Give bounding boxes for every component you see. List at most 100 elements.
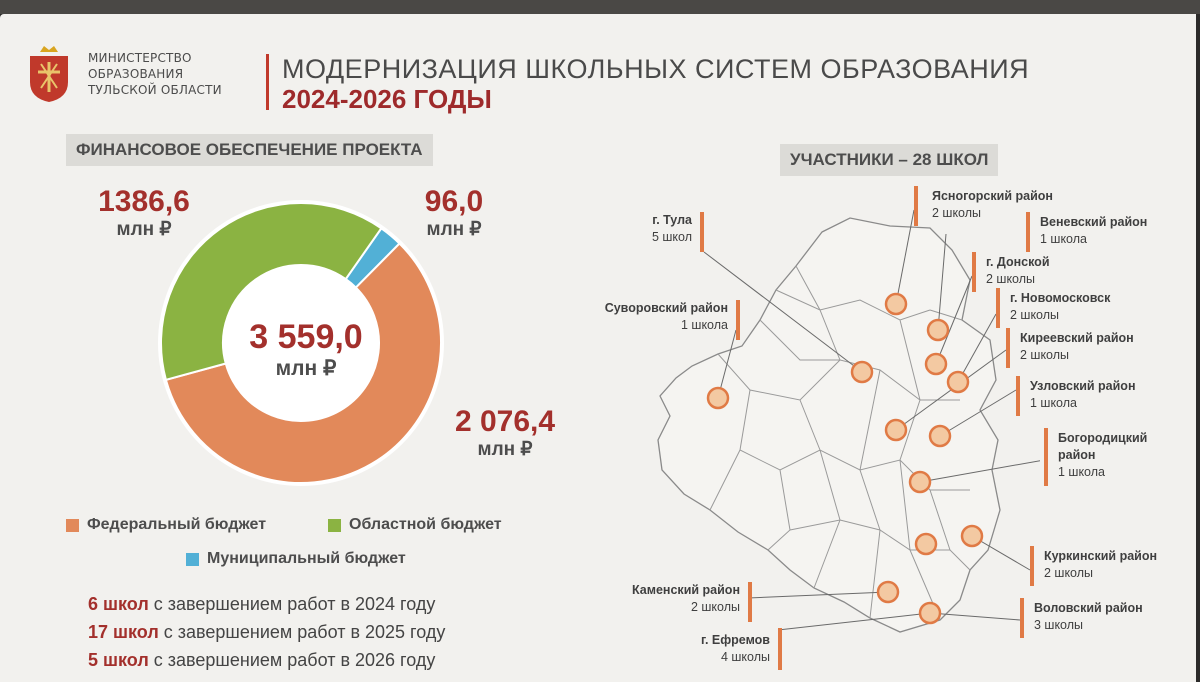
school-marker <box>914 532 938 556</box>
regional-amount-value: 1386,6 <box>98 185 190 218</box>
school-marker <box>850 360 874 384</box>
completion-2024: 6 школ с завершением работ в 2024 году <box>88 594 435 615</box>
donut-slice-federal <box>164 242 442 484</box>
legend-municipal-label: Муниципальный бюджет <box>207 550 406 567</box>
completion-2026-text: с завершением работ в 2026 году <box>148 650 436 670</box>
completion-2026-count: 5 школ <box>88 650 149 670</box>
municipal-amount-value: 96,0 <box>424 185 484 218</box>
district-tula: г. Тула 5 школ <box>600 212 692 246</box>
label-bar-efremov <box>778 628 782 670</box>
label-bar-volovsky <box>1020 598 1024 638</box>
label-bar-kireevsky <box>1006 328 1010 368</box>
leader-lines <box>703 209 1040 631</box>
completion-2026: 5 школ с завершением работ в 2026 году <box>88 650 435 671</box>
federal-amount-value: 2 076,4 <box>454 405 556 438</box>
district-yasnogorsky-count: 2 школы <box>932 206 982 220</box>
district-bogoroditsky-name: Богородицкий район <box>1058 431 1148 462</box>
school-marker <box>884 292 908 316</box>
district-kireevsky-name: Киреевский район <box>1020 331 1134 345</box>
district-volovsky-name: Воловский район <box>1034 601 1143 615</box>
school-marker <box>876 580 900 604</box>
legend-municipal: Муниципальный бюджет <box>186 550 406 568</box>
budget-donut-chart <box>158 200 444 486</box>
total-amount-value: 3 559,0 <box>249 318 363 356</box>
federal-amount: 2 076,4 млн ₽ <box>440 406 570 462</box>
ministry-line-3: ТУЛЬСКОЙ ОБЛАСТИ <box>88 83 222 97</box>
legend-regional-swatch <box>328 518 341 532</box>
page-subtitle: 2024-2026 ГОДЫ <box>282 84 492 114</box>
district-novomoskovsk-count: 2 школы <box>1010 308 1060 322</box>
leader-line <box>957 313 997 383</box>
district-kireevsky: Киреевский район 2 школы <box>1020 330 1134 364</box>
label-bar-venevsky <box>1026 212 1030 252</box>
district-uzlovsky-name: Узловский район <box>1030 379 1136 393</box>
completion-2025: 17 школ с завершением работ в 2025 году <box>88 622 445 643</box>
legend-federal-label: Федеральный бюджет <box>87 516 267 533</box>
leader-line <box>935 275 973 365</box>
school-marker <box>960 524 984 548</box>
district-tula-count: 5 школ <box>651 230 692 244</box>
page-title: МОДЕРНИЗАЦИЯ ШКОЛЬНЫХ СИСТЕМ ОБРАЗОВАНИЯ <box>282 54 1030 84</box>
donut-hole <box>225 267 377 419</box>
label-bar-novomoskovsk <box>996 288 1000 328</box>
leader-line <box>939 389 1017 437</box>
school-marker <box>928 424 952 448</box>
district-bogoroditsky: Богородицкий район 1 школа <box>1058 430 1168 481</box>
label-bar-suvorovsky <box>736 300 740 340</box>
legend-regional-label: Областной бюджет <box>349 516 502 533</box>
leader-line <box>777 612 931 631</box>
regional-amount: 1386,6 млн ₽ <box>84 186 204 242</box>
ministry-line-2: ОБРАЗОВАНИЯ <box>88 67 184 81</box>
ministry-name: МИНИСТЕРСТВО ОБРАЗОВАНИЯ ТУЛЬСКОЙ ОБЛАСТ… <box>88 50 258 98</box>
district-kurkinsky: Куркинский район 2 школы <box>1044 548 1157 582</box>
finance-section-title: ФИНАНСОВОЕ ОБЕСПЕЧЕНИЕ ПРОЕКТА <box>66 134 433 166</box>
district-yasnogorsky-name: Ясногорский район <box>932 189 1053 203</box>
district-tula-name: г. Тула <box>652 213 692 227</box>
participants-section-title: УЧАСТНИКИ – 28 ШКОЛ <box>780 144 999 176</box>
district-venevsky: Веневский район 1 школа <box>1040 214 1147 248</box>
district-kurkinsky-name: Куркинский район <box>1044 549 1158 563</box>
district-venevsky-name: Веневский район <box>1040 215 1148 229</box>
district-suvorovsky: Суворовский район 1 школа <box>560 300 728 334</box>
completion-2024-count: 6 школ <box>88 594 149 614</box>
municipal-amount-unit: млн ₽ <box>426 219 482 240</box>
district-novomoskovsk: г. Новомосковск 2 школы <box>1010 290 1110 324</box>
school-marker <box>706 386 730 410</box>
completion-2024-text: с завершением работ в 2024 году <box>148 594 436 614</box>
school-marker <box>884 418 908 442</box>
label-bar-bogoroditsky <box>1044 428 1048 486</box>
district-kamensky-count: 2 школы <box>690 600 740 614</box>
label-bar-uzlovsky <box>1016 376 1020 416</box>
label-bar-yasnogorsky <box>914 186 918 226</box>
school-marker <box>918 601 942 625</box>
regional-amount-unit: млн ₽ <box>116 219 172 240</box>
district-donskoy-name: г. Донской <box>986 255 1050 269</box>
label-bar-donskoy <box>972 252 976 292</box>
district-suvorovsky-name: Суворовский район <box>604 301 728 315</box>
district-efremov-count: 4 школы <box>720 650 770 664</box>
ministry-line-1: МИНИСТЕРСТВО <box>88 51 192 65</box>
donut-slice-regional <box>160 202 383 382</box>
district-volovsky-count: 3 школы <box>1034 618 1084 632</box>
legend-regional: Областной бюджет <box>328 516 502 534</box>
school-marker <box>908 470 932 494</box>
total-amount-unit: млн ₽ <box>275 357 337 380</box>
district-donskoy-count: 2 школы <box>986 272 1036 286</box>
leader-line <box>703 251 863 373</box>
leader-line <box>747 591 889 599</box>
district-venevsky-count: 1 школа <box>1040 232 1087 246</box>
region-outline <box>657 217 1001 633</box>
school-marker <box>946 370 970 394</box>
district-yasnogorsky: Ясногорский район 2 школы <box>932 188 1053 222</box>
school-markers <box>706 292 984 625</box>
district-suvorovsky-count: 1 школа <box>681 318 728 332</box>
district-kamensky: Каменский район 2 школы <box>590 582 740 616</box>
leader-line <box>919 460 1040 483</box>
federal-amount-unit: млн ₽ <box>477 439 533 460</box>
school-marker <box>924 352 948 376</box>
district-bogoroditsky-count: 1 школа <box>1058 465 1105 479</box>
district-efremov: г. Ефремов 4 школы <box>640 632 770 666</box>
school-marker <box>926 318 950 342</box>
completion-2025-count: 17 школ <box>88 622 159 642</box>
leader-line <box>895 209 915 305</box>
